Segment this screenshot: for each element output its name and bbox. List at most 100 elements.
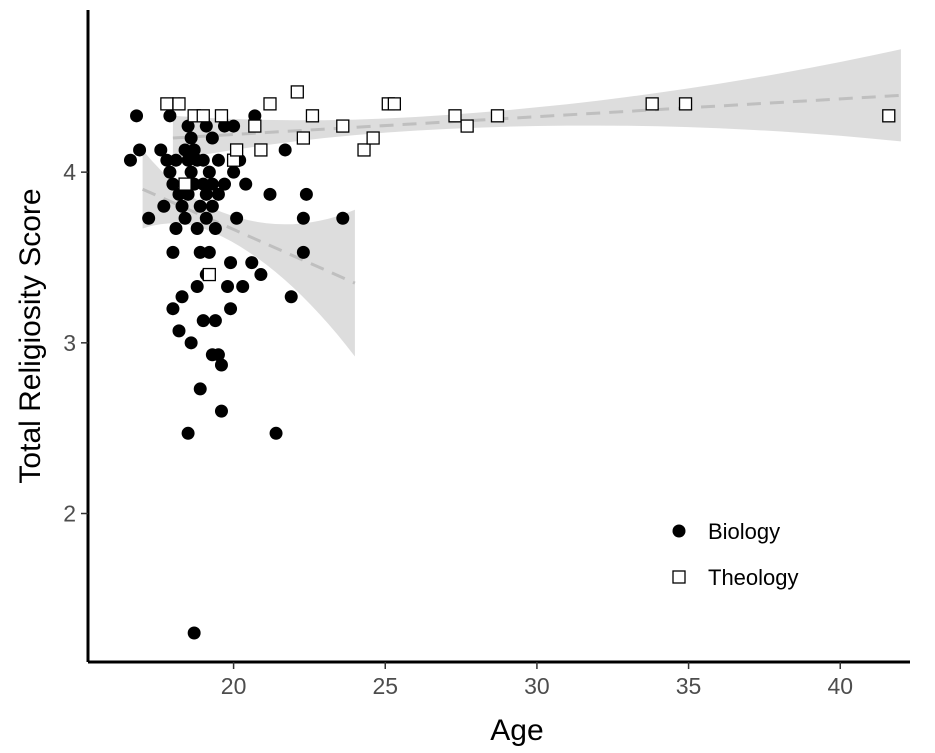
point-biology bbox=[221, 280, 235, 294]
trend-line-biology bbox=[141, 187, 356, 285]
point-biology bbox=[224, 302, 238, 316]
point-biology bbox=[263, 187, 277, 201]
point-theology bbox=[387, 97, 402, 111]
point-biology bbox=[199, 119, 213, 133]
point-theology bbox=[196, 109, 210, 123]
point-biology bbox=[248, 109, 262, 123]
point-theology bbox=[172, 97, 186, 111]
point-biology bbox=[190, 280, 204, 294]
point-biology bbox=[130, 109, 144, 123]
point-biology bbox=[181, 153, 195, 167]
point-biology bbox=[245, 256, 259, 270]
point-theology bbox=[160, 97, 174, 111]
point-biology bbox=[217, 119, 231, 133]
point-biology bbox=[172, 324, 186, 338]
point-biology bbox=[296, 245, 310, 259]
point-biology bbox=[172, 187, 186, 201]
x-tick-label: 20 bbox=[221, 673, 247, 699]
point-biology bbox=[181, 426, 195, 440]
point-theology bbox=[357, 143, 371, 157]
legend-label-biology: Biology bbox=[708, 519, 780, 544]
point-biology bbox=[184, 165, 198, 179]
x-axis-ticks: 20 25 30 35 40 bbox=[221, 662, 853, 699]
point-biology bbox=[154, 143, 168, 157]
point-biology bbox=[205, 199, 219, 213]
point-biology bbox=[196, 177, 210, 191]
point-biology bbox=[193, 245, 207, 259]
point-biology bbox=[184, 336, 198, 350]
point-biology bbox=[166, 177, 180, 191]
point-biology bbox=[205, 177, 219, 191]
point-biology bbox=[178, 143, 192, 157]
legend-key-biology bbox=[672, 524, 686, 538]
trend-line-theology bbox=[172, 93, 901, 140]
point-biology bbox=[224, 256, 238, 270]
point-theology bbox=[678, 97, 693, 111]
point-biology bbox=[296, 211, 310, 225]
point-biology bbox=[178, 211, 192, 225]
point-biology bbox=[169, 221, 183, 235]
point-theology bbox=[490, 109, 505, 123]
point-biology bbox=[199, 187, 213, 201]
point-biology bbox=[166, 302, 180, 316]
point-biology bbox=[196, 153, 210, 167]
y-axis-title: Total Religiosity Score bbox=[14, 188, 47, 483]
point-theology bbox=[290, 85, 304, 99]
point-biology bbox=[230, 211, 244, 225]
point-biology bbox=[208, 314, 222, 328]
point-theology bbox=[460, 119, 474, 133]
point-biology bbox=[211, 187, 225, 201]
legend: Biology Theology bbox=[672, 519, 799, 590]
confidence-bands bbox=[142, 49, 901, 357]
point-biology bbox=[214, 404, 228, 418]
point-theology bbox=[448, 109, 462, 123]
point-biology bbox=[199, 211, 213, 225]
point-biology bbox=[227, 119, 241, 133]
point-biology bbox=[208, 221, 222, 235]
point-theology bbox=[645, 97, 659, 111]
point-biology bbox=[190, 221, 204, 235]
point-biology bbox=[236, 280, 250, 294]
point-biology bbox=[202, 245, 216, 259]
point-biology bbox=[299, 187, 313, 201]
point-biology bbox=[160, 153, 174, 167]
point-biology bbox=[193, 199, 207, 213]
confidence-band-theology bbox=[172, 49, 901, 161]
point-biology bbox=[269, 426, 283, 440]
legend-label-theology: Theology bbox=[708, 565, 799, 590]
point-biology bbox=[123, 153, 137, 167]
point-biology bbox=[336, 211, 350, 225]
x-tick-label: 35 bbox=[676, 673, 702, 699]
point-biology bbox=[166, 245, 180, 259]
point-biology bbox=[196, 314, 210, 328]
legend-key-theology bbox=[672, 570, 686, 584]
point-biology bbox=[187, 143, 201, 157]
point-biology bbox=[175, 290, 189, 304]
point-biology bbox=[214, 358, 228, 372]
point-biology bbox=[175, 199, 189, 213]
point-theology bbox=[202, 267, 216, 282]
point-biology bbox=[163, 109, 177, 123]
y-tick-label: 4 bbox=[63, 159, 76, 185]
point-theology bbox=[296, 131, 311, 145]
point-biology bbox=[157, 199, 171, 213]
point-theology bbox=[178, 177, 192, 191]
data-points bbox=[123, 85, 896, 640]
point-theology bbox=[305, 109, 320, 123]
point-theology bbox=[248, 119, 262, 133]
point-biology bbox=[202, 165, 216, 179]
point-theology bbox=[214, 109, 229, 123]
point-theology bbox=[254, 143, 268, 157]
point-biology bbox=[133, 143, 147, 157]
point-biology bbox=[211, 348, 225, 362]
point-theology bbox=[882, 109, 896, 123]
x-tick-label: 30 bbox=[524, 673, 550, 699]
point-biology bbox=[181, 119, 195, 133]
point-biology bbox=[205, 131, 219, 145]
point-biology bbox=[227, 165, 241, 179]
point-biology bbox=[239, 177, 253, 191]
point-biology bbox=[142, 211, 156, 225]
confidence-band-biology bbox=[142, 150, 355, 357]
point-biology bbox=[169, 153, 183, 167]
